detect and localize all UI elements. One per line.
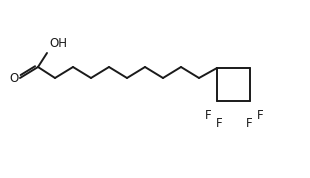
- Text: O: O: [9, 72, 19, 85]
- Text: OH: OH: [49, 37, 67, 50]
- Text: F: F: [257, 109, 263, 122]
- Text: F: F: [205, 109, 211, 122]
- Text: F: F: [246, 117, 252, 130]
- Text: F: F: [216, 117, 222, 130]
